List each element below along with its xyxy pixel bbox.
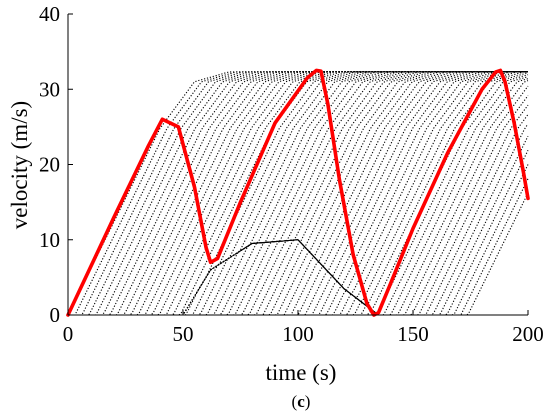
- vehicle-trajectory-line: [68, 71, 528, 316]
- vehicle-trajectory-line: [68, 74, 529, 316]
- x-tick-label: 50: [173, 322, 194, 346]
- vehicle-trajectory-line: [68, 71, 528, 316]
- vehicle-trajectory-line: [68, 72, 529, 316]
- vehicle-trajectory-line: [68, 71, 528, 316]
- vehicle-trajectory-line: [68, 71, 528, 316]
- y-tick-label: 30: [39, 77, 60, 101]
- vehicle-trajectory-line: [68, 71, 528, 316]
- vehicle-trajectory-line: [67, 71, 528, 316]
- vehicle-trajectory-line: [68, 71, 528, 316]
- y-tick-label: 0: [50, 303, 61, 327]
- vehicle-trajectory-line: [68, 71, 528, 316]
- vehicle-trajectory-line: [68, 71, 528, 316]
- y-tick-label: 20: [39, 153, 60, 177]
- x-axis-label: time (s): [266, 360, 337, 385]
- y-axis-label: velocity (m/s): [7, 101, 32, 229]
- x-tick-label: 150: [397, 322, 429, 346]
- vehicle-trajectory-line: [68, 71, 528, 316]
- vehicle-trajectory-line: [68, 71, 528, 316]
- vehicle-trajectory-line: [68, 71, 528, 316]
- vehicle-trajectory-line: [68, 71, 528, 316]
- vehicle-trajectory-line: [68, 71, 528, 316]
- vehicle-trajectory-line: [68, 80, 529, 316]
- vehicle-trajectories: [67, 71, 529, 316]
- vehicle-trajectory-line: [68, 71, 528, 316]
- vehicle-trajectory-line: [68, 192, 529, 316]
- y-tick-label: 40: [39, 2, 60, 26]
- vehicle-trajectory-line: [68, 71, 528, 316]
- vehicle-trajectory-line: [68, 71, 528, 316]
- vehicle-trajectory-line: [68, 76, 529, 316]
- vehicle-trajectory-line: [68, 71, 528, 316]
- vehicle-trajectory-line: [68, 71, 528, 316]
- vehicle-trajectory-line: [68, 71, 528, 316]
- highlighted-vehicle-line: [66, 68, 530, 317]
- vehicle-trajectory-line: [68, 71, 528, 316]
- vehicle-trajectory-line: [68, 114, 529, 316]
- x-tick-label: 100: [282, 322, 314, 346]
- vehicle-trajectory-line: [68, 104, 529, 316]
- vehicle-trajectory-line: [68, 71, 528, 316]
- vehicle-trajectory-line: [68, 71, 528, 316]
- vehicle-trajectory-line: [68, 71, 528, 316]
- vehicle-trajectory-line: [68, 71, 528, 316]
- vehicle-trajectory-line: [68, 71, 528, 316]
- vehicle-trajectory-line: [68, 135, 529, 316]
- vehicle-trajectory-line: [68, 71, 528, 316]
- vehicle-trajectory-line: [68, 71, 528, 316]
- y-tick-label: 10: [39, 228, 60, 252]
- vehicle-trajectory-line: [68, 71, 528, 316]
- vehicle-trajectory-line: [68, 71, 528, 316]
- figure-caption: (c): [292, 392, 311, 411]
- vehicle-trajectory-line: [68, 71, 528, 316]
- vehicle-trajectory-line: [68, 71, 528, 316]
- vehicle-trajectory-line: [68, 71, 528, 316]
- vehicle-trajectory-line: [68, 71, 528, 316]
- vehicle-trajectory-line: [68, 71, 528, 316]
- x-tick-label: 200: [512, 322, 544, 346]
- vehicle-trajectory-line: [68, 71, 528, 316]
- vehicle-trajectory-line: [68, 78, 529, 316]
- vehicle-trajectory-line: [68, 71, 528, 316]
- plot-axes: 0 50 100 150 200 0 10 20 30 40: [39, 2, 544, 346]
- vehicle-trajectory-line: [68, 71, 528, 316]
- vehicle-trajectory-line: [68, 85, 529, 316]
- vehicle-trajectory-line: [68, 71, 528, 316]
- x-tick-label: 0: [63, 322, 74, 346]
- vehicle-trajectory-line: [68, 71, 528, 316]
- vehicle-trajectory-line: [68, 71, 528, 316]
- vehicle-trajectory-line: [68, 71, 528, 316]
- vehicle-trajectory-line: [68, 178, 529, 316]
- vehicle-trajectory-line: [68, 71, 528, 316]
